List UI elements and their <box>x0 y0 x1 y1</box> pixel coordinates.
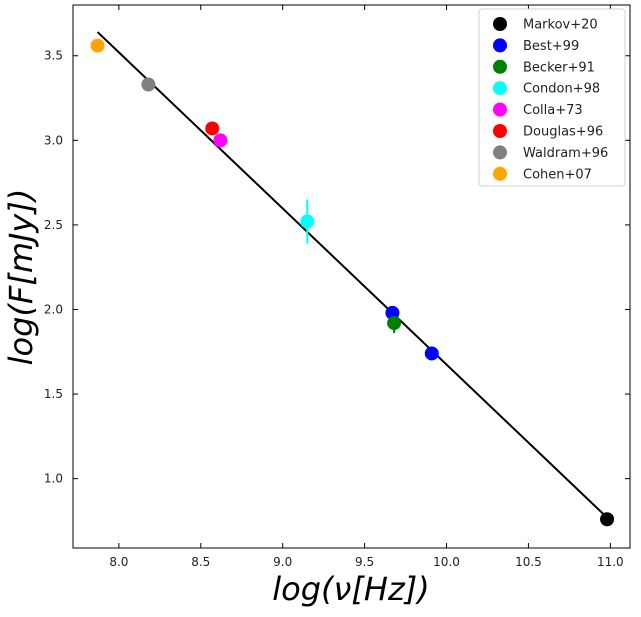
y-tick-label: 1.5 <box>44 387 63 401</box>
legend-label: Markov+20 <box>523 18 598 33</box>
data-points <box>90 38 615 527</box>
data-point <box>213 133 228 148</box>
data-point <box>300 214 315 229</box>
y-tick-label: 3.5 <box>44 49 63 63</box>
x-tick-label: 10.5 <box>515 555 542 569</box>
x-tick-label: 10.0 <box>433 555 460 569</box>
legend-marker <box>493 145 507 160</box>
y-tick-label: 1.0 <box>44 472 63 486</box>
legend-box <box>478 8 626 187</box>
x-tick-label: 9.5 <box>355 555 374 569</box>
fit-line-group <box>96 31 608 519</box>
error-bars <box>306 199 396 334</box>
legend-label: Waldram+96 <box>523 146 608 161</box>
data-point <box>424 346 439 361</box>
legend-label: Becker+91 <box>523 60 595 75</box>
legend-marker <box>493 124 507 138</box>
y-tick-label: 2.0 <box>44 302 63 316</box>
legend-marker <box>493 102 507 117</box>
legend-marker <box>493 59 507 74</box>
x-tick-label: 8.5 <box>191 555 210 569</box>
legend-marker <box>493 166 507 181</box>
x-axis-label: log(ν[Hz]) <box>272 570 429 608</box>
data-point <box>141 77 156 92</box>
data-point <box>600 512 615 527</box>
legend-marker <box>493 81 507 96</box>
legend: Markov+20 Best+99 Becker+91 Condon+98 Colla+… <box>478 8 626 187</box>
legend-label: Best+99 <box>523 39 579 54</box>
y-tick-label: 2.5 <box>44 218 63 232</box>
plot-frame <box>72 4 631 549</box>
y-tick-label: 3.0 <box>44 133 63 147</box>
y-axis-label: log(F[mJy]) <box>2 189 40 366</box>
data-point <box>387 316 402 331</box>
x-tick-label: 11.0 <box>597 555 624 569</box>
legend-label: Condon+98 <box>523 82 600 97</box>
legend-label: Colla+73 <box>523 103 583 118</box>
data-point <box>205 121 220 136</box>
x-tick-label: 9.0 <box>273 555 292 569</box>
legend-marker <box>493 38 507 53</box>
x-tick-label: 8.0 <box>109 555 128 569</box>
data-point <box>90 38 105 53</box>
legend-label: Douglas+96 <box>523 125 603 140</box>
fit-line <box>96 31 608 519</box>
legend-label: Cohen+07 <box>523 167 592 182</box>
axis-ticks: 8.0 8.5 9.0 9.5 10.0 10.5 11.0 1.0 1.5 2.0 2.5 3.0 3… <box>44 5 630 569</box>
legend-entries: Markov+20 Best+99 Becker+91 Condon+98 Colla+… <box>493 17 608 182</box>
legend-marker <box>493 17 507 31</box>
